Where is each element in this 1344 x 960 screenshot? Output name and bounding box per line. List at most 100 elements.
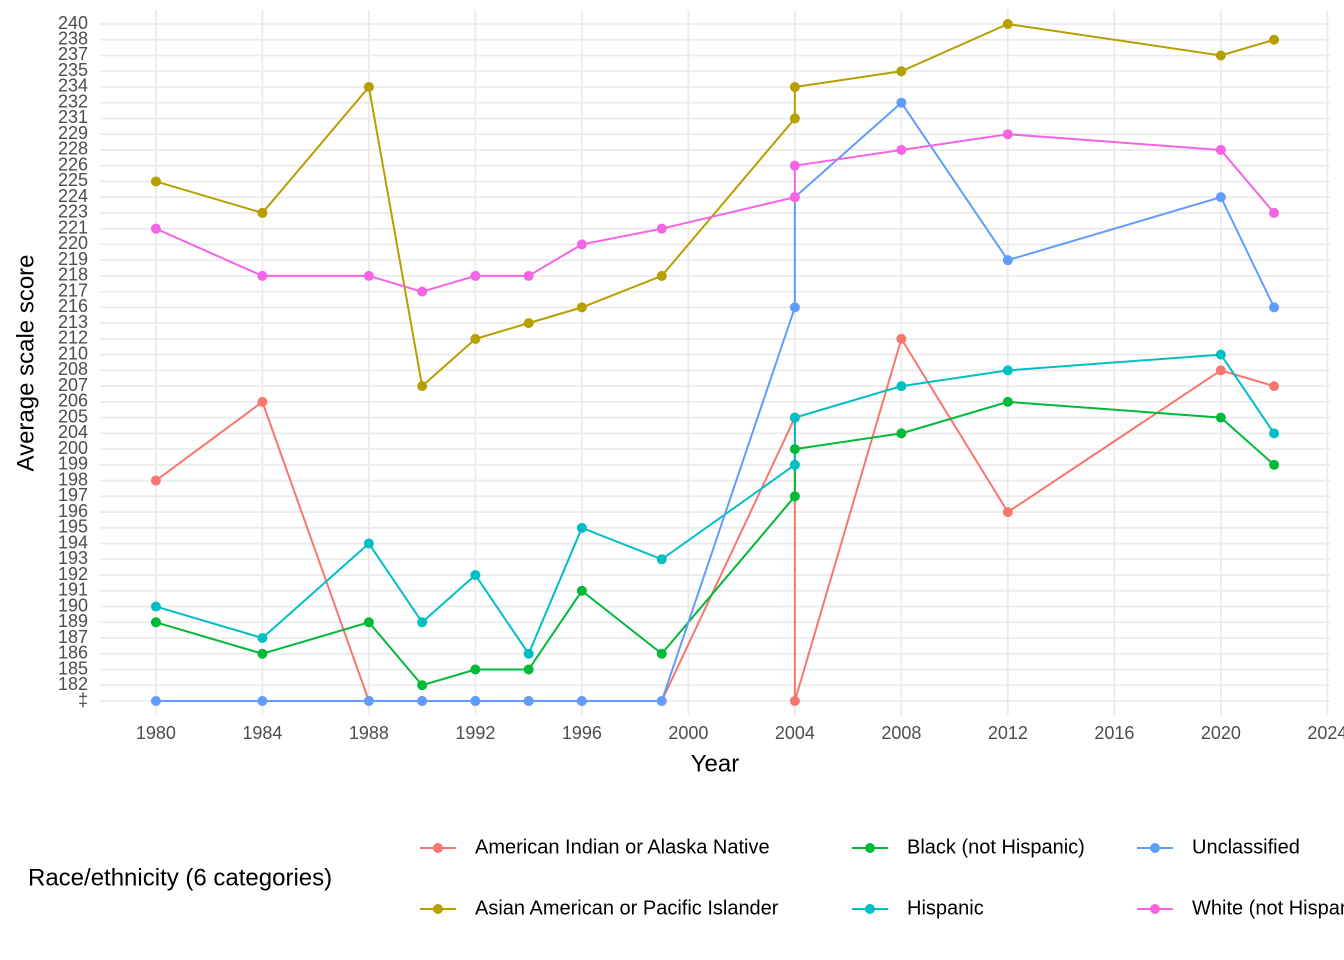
point — [1269, 428, 1280, 439]
point — [1002, 129, 1013, 140]
point — [417, 696, 428, 706]
y-tick-label: 192 — [58, 564, 88, 584]
point — [656, 648, 667, 659]
point — [656, 270, 667, 281]
y-tick-label: 189 — [58, 611, 88, 631]
point — [1002, 365, 1013, 376]
y-tick-label: 207 — [58, 375, 88, 395]
point — [1215, 349, 1226, 360]
line — [155, 133, 1275, 293]
y-tick-label: 221 — [58, 217, 88, 237]
point — [789, 160, 800, 171]
point — [363, 81, 374, 92]
y-tick-label: 231 — [58, 107, 88, 127]
point — [576, 239, 587, 250]
point — [417, 680, 428, 691]
point — [656, 223, 667, 234]
point — [363, 696, 374, 706]
legend-label: White (not Hispanic) — [1192, 897, 1344, 919]
legend-key-point — [865, 904, 875, 914]
legend-label: Black (not Hispanic) — [907, 836, 1085, 858]
point — [417, 617, 428, 628]
point — [576, 302, 587, 313]
point — [470, 570, 481, 581]
point — [417, 286, 428, 297]
point — [896, 428, 907, 439]
legend-label: Unclassified — [1192, 836, 1300, 858]
x-tick-label: 1980 — [136, 723, 176, 743]
y-tick-label: 195 — [58, 517, 88, 537]
y-tick-label: 224 — [58, 186, 88, 206]
y-tick-label: 199 — [58, 454, 88, 474]
legend-key-point — [1150, 843, 1160, 853]
x-tick-label: 2012 — [988, 723, 1028, 743]
y-tick-label: 225 — [58, 170, 88, 190]
point — [150, 475, 161, 486]
legend-label: American Indian or Alaska Native — [475, 836, 770, 858]
point — [257, 396, 268, 407]
x-tick-label: 1992 — [455, 723, 495, 743]
point — [896, 333, 907, 344]
point — [523, 664, 534, 675]
point — [1269, 302, 1280, 313]
legend-key-point — [865, 843, 875, 853]
y-tick-label: 228 — [58, 139, 88, 159]
y-tick-label: ‡ — [78, 690, 88, 710]
y-tick-label: 234 — [58, 76, 88, 96]
point — [789, 459, 800, 470]
point — [1002, 255, 1013, 266]
point — [789, 302, 800, 313]
line — [155, 101, 1275, 702]
legend-key-point — [433, 843, 443, 853]
point — [789, 491, 800, 502]
point — [1215, 412, 1226, 423]
y-tick-label: 218 — [58, 265, 88, 285]
point — [789, 81, 800, 92]
y-tick-label: 193 — [58, 548, 88, 568]
y-tick-label: 238 — [58, 28, 88, 48]
y-tick-label: 235 — [58, 60, 88, 80]
line — [155, 353, 1275, 656]
point — [150, 176, 161, 187]
point — [576, 522, 587, 533]
x-tick-label: 2000 — [668, 723, 708, 743]
y-tick-label: 226 — [58, 154, 88, 174]
point — [896, 381, 907, 392]
point — [896, 97, 907, 108]
y-tick-label: 186 — [58, 643, 88, 663]
point — [789, 113, 800, 124]
y-tick-label: 194 — [58, 532, 88, 552]
y-tick-label: 210 — [58, 343, 88, 363]
point — [363, 617, 374, 628]
point — [150, 601, 161, 612]
y-tick-label: 205 — [58, 406, 88, 426]
legend-key-point — [1150, 904, 1160, 914]
y-tick-label: 204 — [58, 422, 88, 442]
legend-key-point — [433, 904, 443, 914]
y-tick-label: 213 — [58, 312, 88, 332]
y-tick-label: 219 — [58, 249, 88, 269]
line — [155, 22, 1275, 389]
point — [1269, 34, 1280, 45]
y-tick-label: 206 — [58, 391, 88, 411]
point — [257, 207, 268, 218]
y-tick-label: 200 — [58, 438, 88, 458]
point — [363, 538, 374, 549]
y-tick-label: 240 — [58, 13, 88, 33]
legend-label: Hispanic — [907, 897, 984, 919]
point — [576, 696, 587, 706]
point — [1215, 50, 1226, 61]
point — [1002, 396, 1013, 407]
x-tick-label: 2008 — [881, 723, 921, 743]
point — [523, 270, 534, 281]
point — [470, 696, 481, 706]
y-tick-label: 196 — [58, 501, 88, 521]
y-tick-label: 223 — [58, 202, 88, 222]
y-tick-label: 190 — [58, 595, 88, 615]
line — [155, 400, 1275, 687]
x-tick-label: 1996 — [562, 723, 602, 743]
point — [789, 444, 800, 455]
point — [257, 696, 268, 706]
